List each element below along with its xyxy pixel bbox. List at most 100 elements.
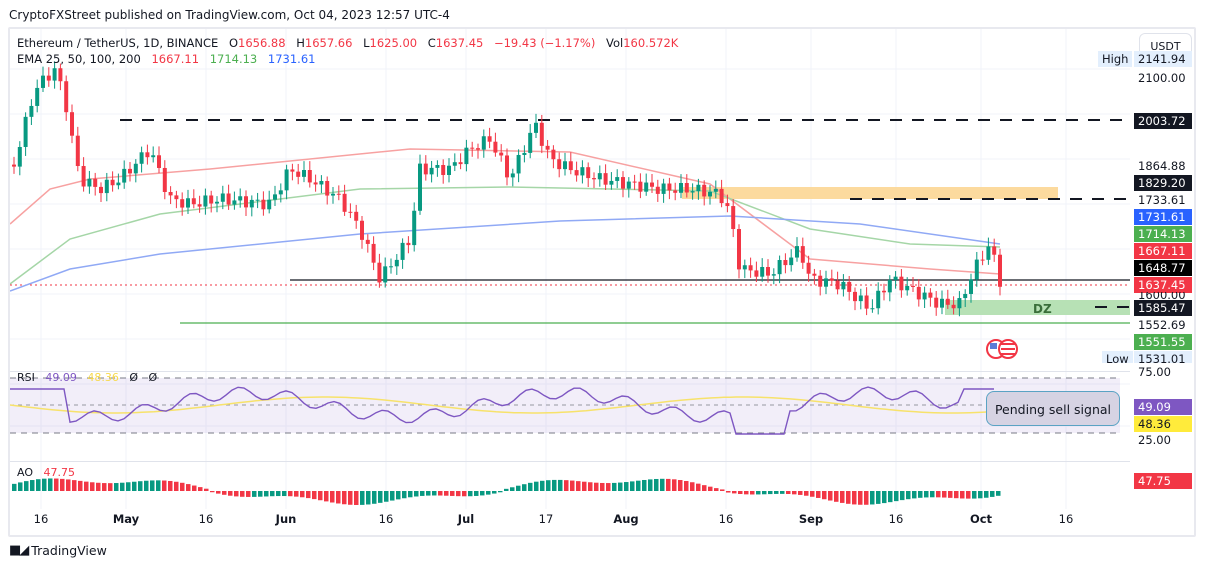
candle-body: [226, 193, 231, 205]
symbol-legend[interactable]: Ethereum / TetherUS, 1D, BINANCE O1656.8…: [17, 36, 679, 50]
candle-body: [986, 246, 991, 260]
label-ema100: 1731.61: [1134, 209, 1192, 225]
candle-body: [41, 75, 45, 88]
candle-body: [922, 292, 927, 300]
candle-body: [215, 201, 219, 204]
candle-body: [783, 260, 788, 266]
ao-bar: [426, 491, 431, 496]
candle-body: [882, 290, 886, 293]
candle-body: [435, 165, 440, 168]
candle-body: [365, 239, 370, 244]
ao-bar: [588, 482, 593, 491]
rsi-legend[interactable]: RSI 49.09 48.36 Ø Ø: [17, 371, 157, 384]
candle-body: [963, 293, 968, 299]
ao-bar: [270, 491, 275, 497]
candle-body: [592, 178, 596, 180]
candle-body: [748, 265, 753, 271]
ema50-value: 1714.13: [209, 52, 258, 66]
ao-bar: [72, 480, 77, 491]
ao-bar: [240, 491, 245, 497]
ao-bar: [306, 491, 311, 499]
candle-body: [406, 242, 411, 246]
ao-bar: [228, 491, 233, 496]
ao-bar: [594, 482, 599, 491]
branding-text: TradingView: [31, 543, 107, 558]
time-label: 16: [888, 512, 904, 526]
ao-bar: [966, 491, 971, 499]
ao-bar: [954, 491, 959, 499]
candle-body: [452, 162, 457, 166]
candle-body: [969, 279, 973, 294]
ema-legend[interactable]: EMA 25, 50, 100, 200 1667.11 1714.13 173…: [17, 52, 315, 66]
ao-bar: [912, 491, 917, 499]
ao-bar: [606, 483, 611, 491]
candle-body: [684, 183, 689, 193]
candle-body: [23, 116, 28, 147]
candle-body: [940, 298, 944, 308]
candle-body: [400, 242, 405, 260]
ao-bar: [78, 480, 83, 491]
ao-bar: [60, 478, 65, 491]
chart-canvas[interactable]: [10, 29, 1130, 509]
ao-bar: [972, 491, 977, 499]
ao-bar: [798, 491, 803, 495]
candle-body: [551, 149, 556, 160]
candle-body: [342, 193, 347, 212]
change-value: −19.43 (−1.17%): [493, 36, 596, 50]
ao-bar: [510, 487, 515, 491]
candle-body: [760, 267, 765, 277]
volume-value: 160.572K: [623, 36, 679, 50]
candle-body: [412, 210, 417, 246]
ao-bar: [66, 479, 71, 491]
ao-bar: [552, 479, 557, 491]
ao-bar: [678, 480, 683, 491]
candle-body: [905, 285, 910, 291]
candle-body: [777, 260, 782, 275]
ao-bar: [486, 491, 491, 495]
candle-body: [800, 246, 805, 263]
pane-separator-rsi: [10, 371, 1130, 372]
candle-body: [128, 168, 132, 174]
ao-legend[interactable]: AO 47.75: [17, 466, 75, 479]
ao-bar: [252, 491, 257, 497]
candle-body: [476, 148, 480, 150]
ao-bar: [90, 482, 95, 491]
pending-sell-callout[interactable]: Pending sell signal: [986, 391, 1120, 426]
candle-body: [951, 304, 956, 309]
candle-body: [870, 308, 875, 310]
ao-bar: [528, 482, 533, 491]
candle-body: [331, 193, 335, 196]
rsi-ma-value: 48.36: [87, 371, 119, 384]
tradingview-branding[interactable]: ■◢ TradingView: [9, 543, 107, 558]
candle-body: [615, 177, 620, 181]
candle-body: [52, 68, 57, 81]
time-label: Aug: [613, 512, 639, 526]
ao-bar: [762, 491, 767, 495]
candle-body: [348, 211, 353, 213]
ao-bar: [522, 484, 527, 491]
ao-bar: [288, 491, 293, 497]
rsi-ma-tag: 48.36: [1134, 416, 1192, 432]
candle-body: [661, 183, 666, 194]
candle-body: [742, 265, 747, 270]
label-ema50: 1714.13: [1134, 226, 1192, 242]
ao-bar: [708, 486, 713, 491]
ao-bar: [384, 491, 389, 502]
ao-bar: [294, 491, 299, 497]
candle-body: [12, 164, 16, 167]
candle-body: [887, 279, 892, 293]
ao-bar: [576, 481, 581, 491]
ao-bar: [354, 491, 359, 505]
ao-bar: [504, 488, 509, 491]
rsi-tick-75: 75.00: [1138, 365, 1171, 379]
candle-body: [319, 180, 324, 185]
candle-body: [75, 135, 80, 167]
high-tag: High: [1098, 51, 1133, 67]
candle-body: [545, 145, 550, 150]
us-events-icon[interactable]: [986, 338, 1020, 360]
ao-bar: [360, 491, 365, 505]
candle-body: [876, 290, 881, 309]
pane-separator-ao: [10, 461, 1130, 462]
label-2003: 2003.72: [1134, 113, 1192, 129]
ao-bar: [930, 491, 935, 498]
